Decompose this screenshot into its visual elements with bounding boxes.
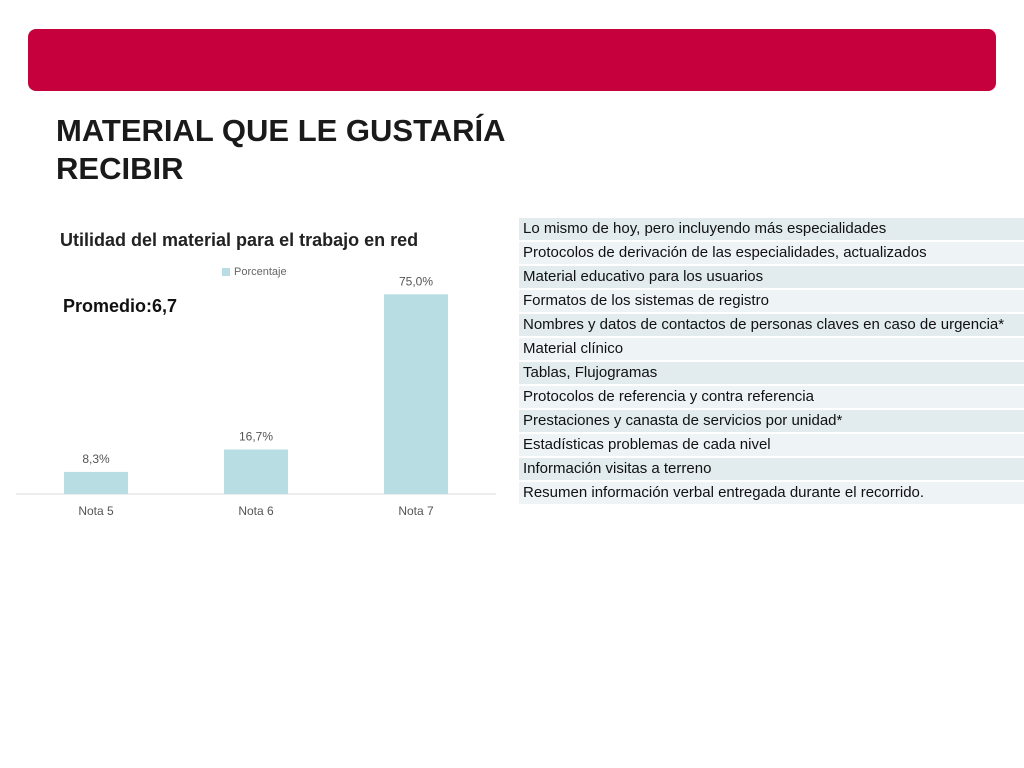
list-item: Material educativo para los usuarios [519, 266, 1024, 290]
chart-title: Utilidad del material para el trabajo en… [60, 230, 419, 250]
legend-label: Porcentaje [234, 266, 287, 278]
x-tick-label: Nota 7 [398, 504, 434, 518]
list-item: Estadísticas problemas de cada nivel [519, 434, 1024, 458]
list-item: Nombres y datos de contactos de personas… [519, 314, 1024, 338]
list-item: Protocolos de derivación de las especial… [519, 242, 1024, 266]
bar-nota-6 [224, 449, 288, 494]
x-tick-label: Nota 6 [238, 504, 274, 518]
list-item: Material clínico [519, 338, 1024, 362]
list-item: Prestaciones y canasta de servicios por … [519, 410, 1024, 434]
x-tick-label: Nota 5 [78, 504, 114, 518]
list-item: Información visitas a terreno [519, 458, 1024, 482]
bar-nota-7 [384, 294, 448, 494]
list-item: Formatos de los sistemas de registro [519, 290, 1024, 314]
page-title-line1: MATERIAL QUE LE GUSTARÍA [56, 113, 506, 148]
list-item: Protocolos de referencia y contra refere… [519, 386, 1024, 410]
average-label: Promedio:6,7 [63, 296, 178, 316]
bar-nota-5 [64, 471, 128, 494]
page-title: MATERIAL QUE LE GUSTARÍA RECIBIR [56, 112, 616, 188]
list-item: Resumen información verbal entregada dur… [519, 482, 1024, 506]
legend-swatch [222, 268, 230, 276]
list-item: Tablas, Flujogramas [519, 362, 1024, 386]
chart-legend: Porcentaje [222, 266, 287, 278]
list-item: Lo mismo de hoy, pero incluyendo más esp… [519, 218, 1024, 242]
page-title-line2: RECIBIR [56, 151, 184, 186]
materials-list: Lo mismo de hoy, pero incluyendo más esp… [519, 218, 1024, 506]
header-bar [28, 29, 996, 91]
data-label: 75,0% [399, 274, 433, 288]
data-label: 16,7% [239, 430, 273, 444]
data-label: 8,3% [82, 452, 110, 466]
